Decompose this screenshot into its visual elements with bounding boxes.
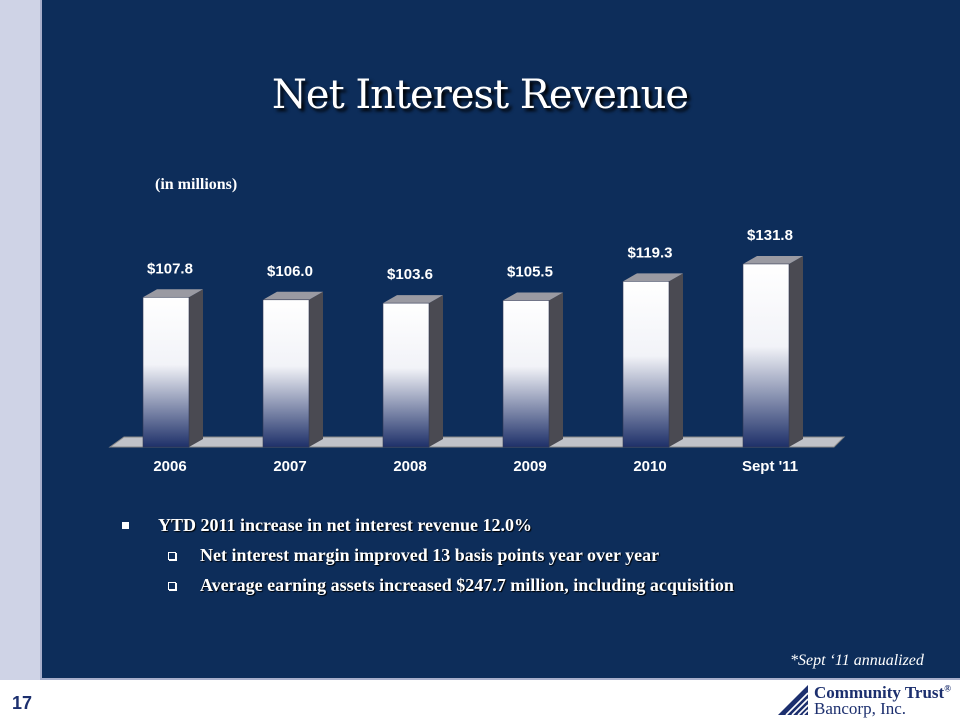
x-tick-label: 2007 [273, 458, 306, 475]
bar-top [623, 273, 683, 282]
triangle-logo-icon [778, 685, 809, 716]
bar-side [429, 295, 443, 447]
x-tick-label: 2009 [513, 458, 546, 475]
bar [142, 296, 190, 448]
bullet-square-icon [122, 522, 129, 529]
bar [622, 281, 670, 448]
logo-name: Community Trust [814, 683, 945, 702]
data-label: $131.8 [747, 227, 793, 244]
bullet-sub: Net interest margin improved 13 basis po… [118, 540, 734, 570]
logo-text-line2: Bancorp, Inc. [814, 699, 907, 718]
bullet-main-text: YTD 2011 increase in net interest revenu… [158, 515, 532, 535]
bar-side [189, 289, 203, 447]
data-label: $106.0 [267, 263, 313, 280]
bar [502, 300, 550, 448]
bar [742, 263, 790, 448]
left-border-strip [0, 0, 40, 720]
bullet-sub: Average earning assets increased $247.7 … [118, 570, 734, 600]
data-label: $119.3 [627, 244, 672, 261]
bullet-sub-text: Average earning assets increased $247.7 … [200, 575, 734, 595]
data-label: $107.8 [147, 260, 193, 277]
x-tick-label: 2006 [153, 458, 186, 475]
bar-top [743, 255, 803, 264]
bar-side [309, 291, 323, 447]
slide-title: Net Interest Revenue [271, 72, 689, 118]
bar [262, 299, 310, 448]
bar-top [383, 295, 443, 304]
bar-top [263, 291, 323, 300]
company-logo: Community Trust® Bancorp, Inc. [776, 681, 956, 719]
page-number: 17 [12, 693, 33, 713]
bullet-sub-text: Net interest margin improved 13 basis po… [200, 545, 660, 565]
x-tick-label: Sept '11 [742, 458, 798, 475]
bar [382, 302, 430, 448]
bar-side [549, 292, 563, 447]
footnote: *Sept ‘11 annualized [790, 652, 924, 669]
data-label: $103.6 [387, 266, 433, 283]
x-tick-label: 2008 [393, 458, 426, 475]
bar-chart: $107.8 2006 $106.0 2007 $103.6 2008 $105.5 2009… [108, 227, 846, 475]
bars-group: $107.8 2006 $106.0 2007 $103.6 2008 $105.5 2009… [142, 227, 803, 475]
chart-floor [108, 436, 846, 448]
registered-mark: ® [944, 683, 951, 694]
data-label: $105.5 [507, 263, 553, 280]
bar-side [789, 255, 803, 447]
bar-side [669, 273, 683, 447]
x-tick-label: 2010 [633, 458, 666, 475]
bullet-list: YTD 2011 increase in net interest revenu… [118, 510, 734, 600]
logo-text-line1: Community Trust® [814, 683, 951, 703]
units-note: (in millions) [155, 176, 238, 193]
bullet-main: YTD 2011 increase in net interest revenu… [118, 510, 734, 540]
bar-top [143, 289, 203, 298]
hollow-square-icon [168, 552, 176, 560]
hollow-square-icon [168, 582, 176, 590]
bar-top [503, 292, 563, 301]
